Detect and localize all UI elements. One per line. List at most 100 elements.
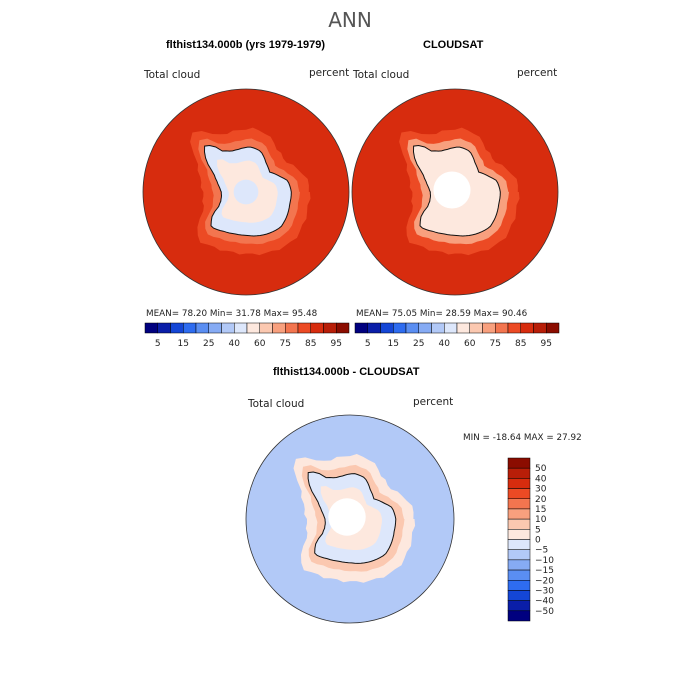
colorbar-swatch: [323, 322, 337, 334]
colorbar-swatch: [367, 322, 381, 334]
panel3-units: percent: [413, 396, 454, 408]
panel2-stats: MEAN= 75.05 Min= 28.59 Max= 90.46: [356, 309, 528, 319]
colorbar-swatch: [507, 467, 531, 479]
colorbar-tick-label: 75: [280, 339, 291, 349]
colorbar-swatch: [507, 569, 531, 581]
colorbar-swatch: [157, 322, 171, 334]
colorbar-tick-label: 5: [365, 339, 371, 349]
colorbar-swatch: [507, 559, 531, 571]
panel3-map: [245, 414, 455, 624]
panel1-units: percent: [309, 67, 350, 79]
map-coastline: [307, 471, 397, 564]
colorbar-swatch: [208, 322, 222, 334]
colorbar-tick-label: 60: [464, 339, 476, 349]
map-pole-field: [233, 179, 259, 205]
map-coastline: [412, 144, 501, 237]
colorbar-tick-label: 40: [229, 339, 241, 349]
colorbar-swatch: [354, 322, 368, 334]
map-missing-data-hole: [328, 498, 366, 536]
colorbar-swatch: [444, 322, 458, 334]
colorbar-swatch: [144, 322, 158, 334]
panel1-colorbar: 5 15 25 40 60 75 85 95: [144, 322, 350, 349]
panel2-units: percent: [517, 67, 558, 79]
panel1-field-label: Total cloud: [144, 69, 201, 81]
panel2-field-label: Total cloud: [353, 69, 410, 81]
colorbar-tick-label: −50: [535, 607, 554, 617]
colorbar-swatch: [456, 322, 470, 334]
colorbar-tick-label: 15: [535, 505, 546, 515]
colorbar-swatch: [259, 322, 273, 334]
colorbar-swatch: [469, 322, 483, 334]
colorbar-swatch: [336, 322, 350, 334]
colorbar-tick-label: 85: [305, 339, 316, 349]
panel2-colorbar: 5 15 25 40 60 75 85 95: [354, 322, 560, 349]
colorbar-swatch: [234, 322, 248, 334]
colorbar-swatch: [393, 322, 407, 334]
colorbar-swatch: [507, 610, 531, 622]
colorbar-swatch: [507, 478, 531, 489]
colorbar-swatch: [507, 322, 521, 334]
colorbar-tick-label: −5: [535, 546, 548, 556]
panel1-stats: MEAN= 78.20 Min= 31.78 Max= 95.48: [146, 309, 318, 319]
colorbar-swatch: [507, 539, 531, 550]
colorbar-tick-label: 5: [535, 525, 541, 535]
colorbar-swatch: [405, 322, 419, 334]
panel3-stats: MIN = -18.64 MAX = 27.92: [463, 433, 582, 443]
map-missing-data-hole: [433, 171, 471, 209]
colorbar-swatch: [482, 322, 496, 334]
colorbar-tick-label: 95: [541, 339, 552, 349]
colorbar-tick-label: 60: [254, 339, 266, 349]
panel2-map: [351, 88, 559, 296]
colorbar-tick-label: −15: [535, 566, 554, 576]
colorbar-swatch: [507, 549, 531, 561]
colorbar-tick-label: 75: [490, 339, 501, 349]
map-boundary: [142, 88, 350, 296]
colorbar-tick-label: 50: [535, 464, 547, 474]
colorbar-swatch: [495, 322, 509, 334]
panel3-title: flthist134.000b - CLOUDSAT: [273, 366, 420, 378]
colorbar-tick-label: −10: [535, 556, 554, 566]
colorbar-tick-label: 25: [413, 339, 424, 349]
colorbar-swatch: [246, 322, 260, 334]
colorbar-tick-label: 95: [331, 339, 342, 349]
colorbar-swatch: [520, 322, 534, 334]
colorbar-swatch: [507, 508, 531, 520]
colorbar-swatch: [380, 322, 394, 334]
colorbar-tick-label: 30: [535, 485, 547, 495]
colorbar-swatch: [272, 322, 286, 334]
colorbar-swatch: [285, 322, 299, 334]
colorbar-tick-label: 15: [178, 339, 189, 349]
colorbar-swatch: [297, 322, 311, 334]
colorbar-tick-label: −20: [535, 576, 554, 586]
colorbar-tick-label: 40: [439, 339, 451, 349]
panel1-title: flthist134.000b (yrs 1979-1979): [166, 39, 325, 51]
colorbar-tick-label: 0: [535, 536, 541, 546]
colorbar-swatch: [507, 580, 531, 591]
colorbar-swatch: [507, 457, 531, 469]
colorbar-tick-label: 25: [203, 339, 214, 349]
colorbar-swatch: [507, 590, 531, 601]
colorbar-swatch: [507, 529, 531, 540]
colorbar-swatch: [507, 600, 531, 612]
colorbar-swatch: [195, 322, 209, 334]
colorbar-tick-label: 40: [535, 474, 547, 484]
colorbar-tick-label: 20: [535, 495, 547, 505]
panel3-field-label: Total cloud: [248, 398, 305, 410]
colorbar-swatch: [507, 498, 531, 510]
colorbar-tick-label: −30: [535, 586, 554, 596]
map-boundary: [351, 88, 559, 296]
figure-title: ANN: [328, 8, 372, 32]
colorbar-swatch: [310, 322, 324, 334]
colorbar-swatch: [507, 488, 531, 499]
colorbar-swatch: [431, 322, 445, 334]
map-coastline: [203, 144, 292, 237]
colorbar-tick-label: 15: [388, 339, 399, 349]
colorbar-tick-label: 5: [155, 339, 161, 349]
colorbar-swatch: [418, 322, 432, 334]
colorbar-swatch: [507, 518, 531, 530]
colorbar-tick-label: 85: [515, 339, 526, 349]
colorbar-swatch: [170, 322, 184, 334]
panel1-map: [142, 88, 350, 296]
panel2-title: CLOUDSAT: [423, 39, 484, 51]
